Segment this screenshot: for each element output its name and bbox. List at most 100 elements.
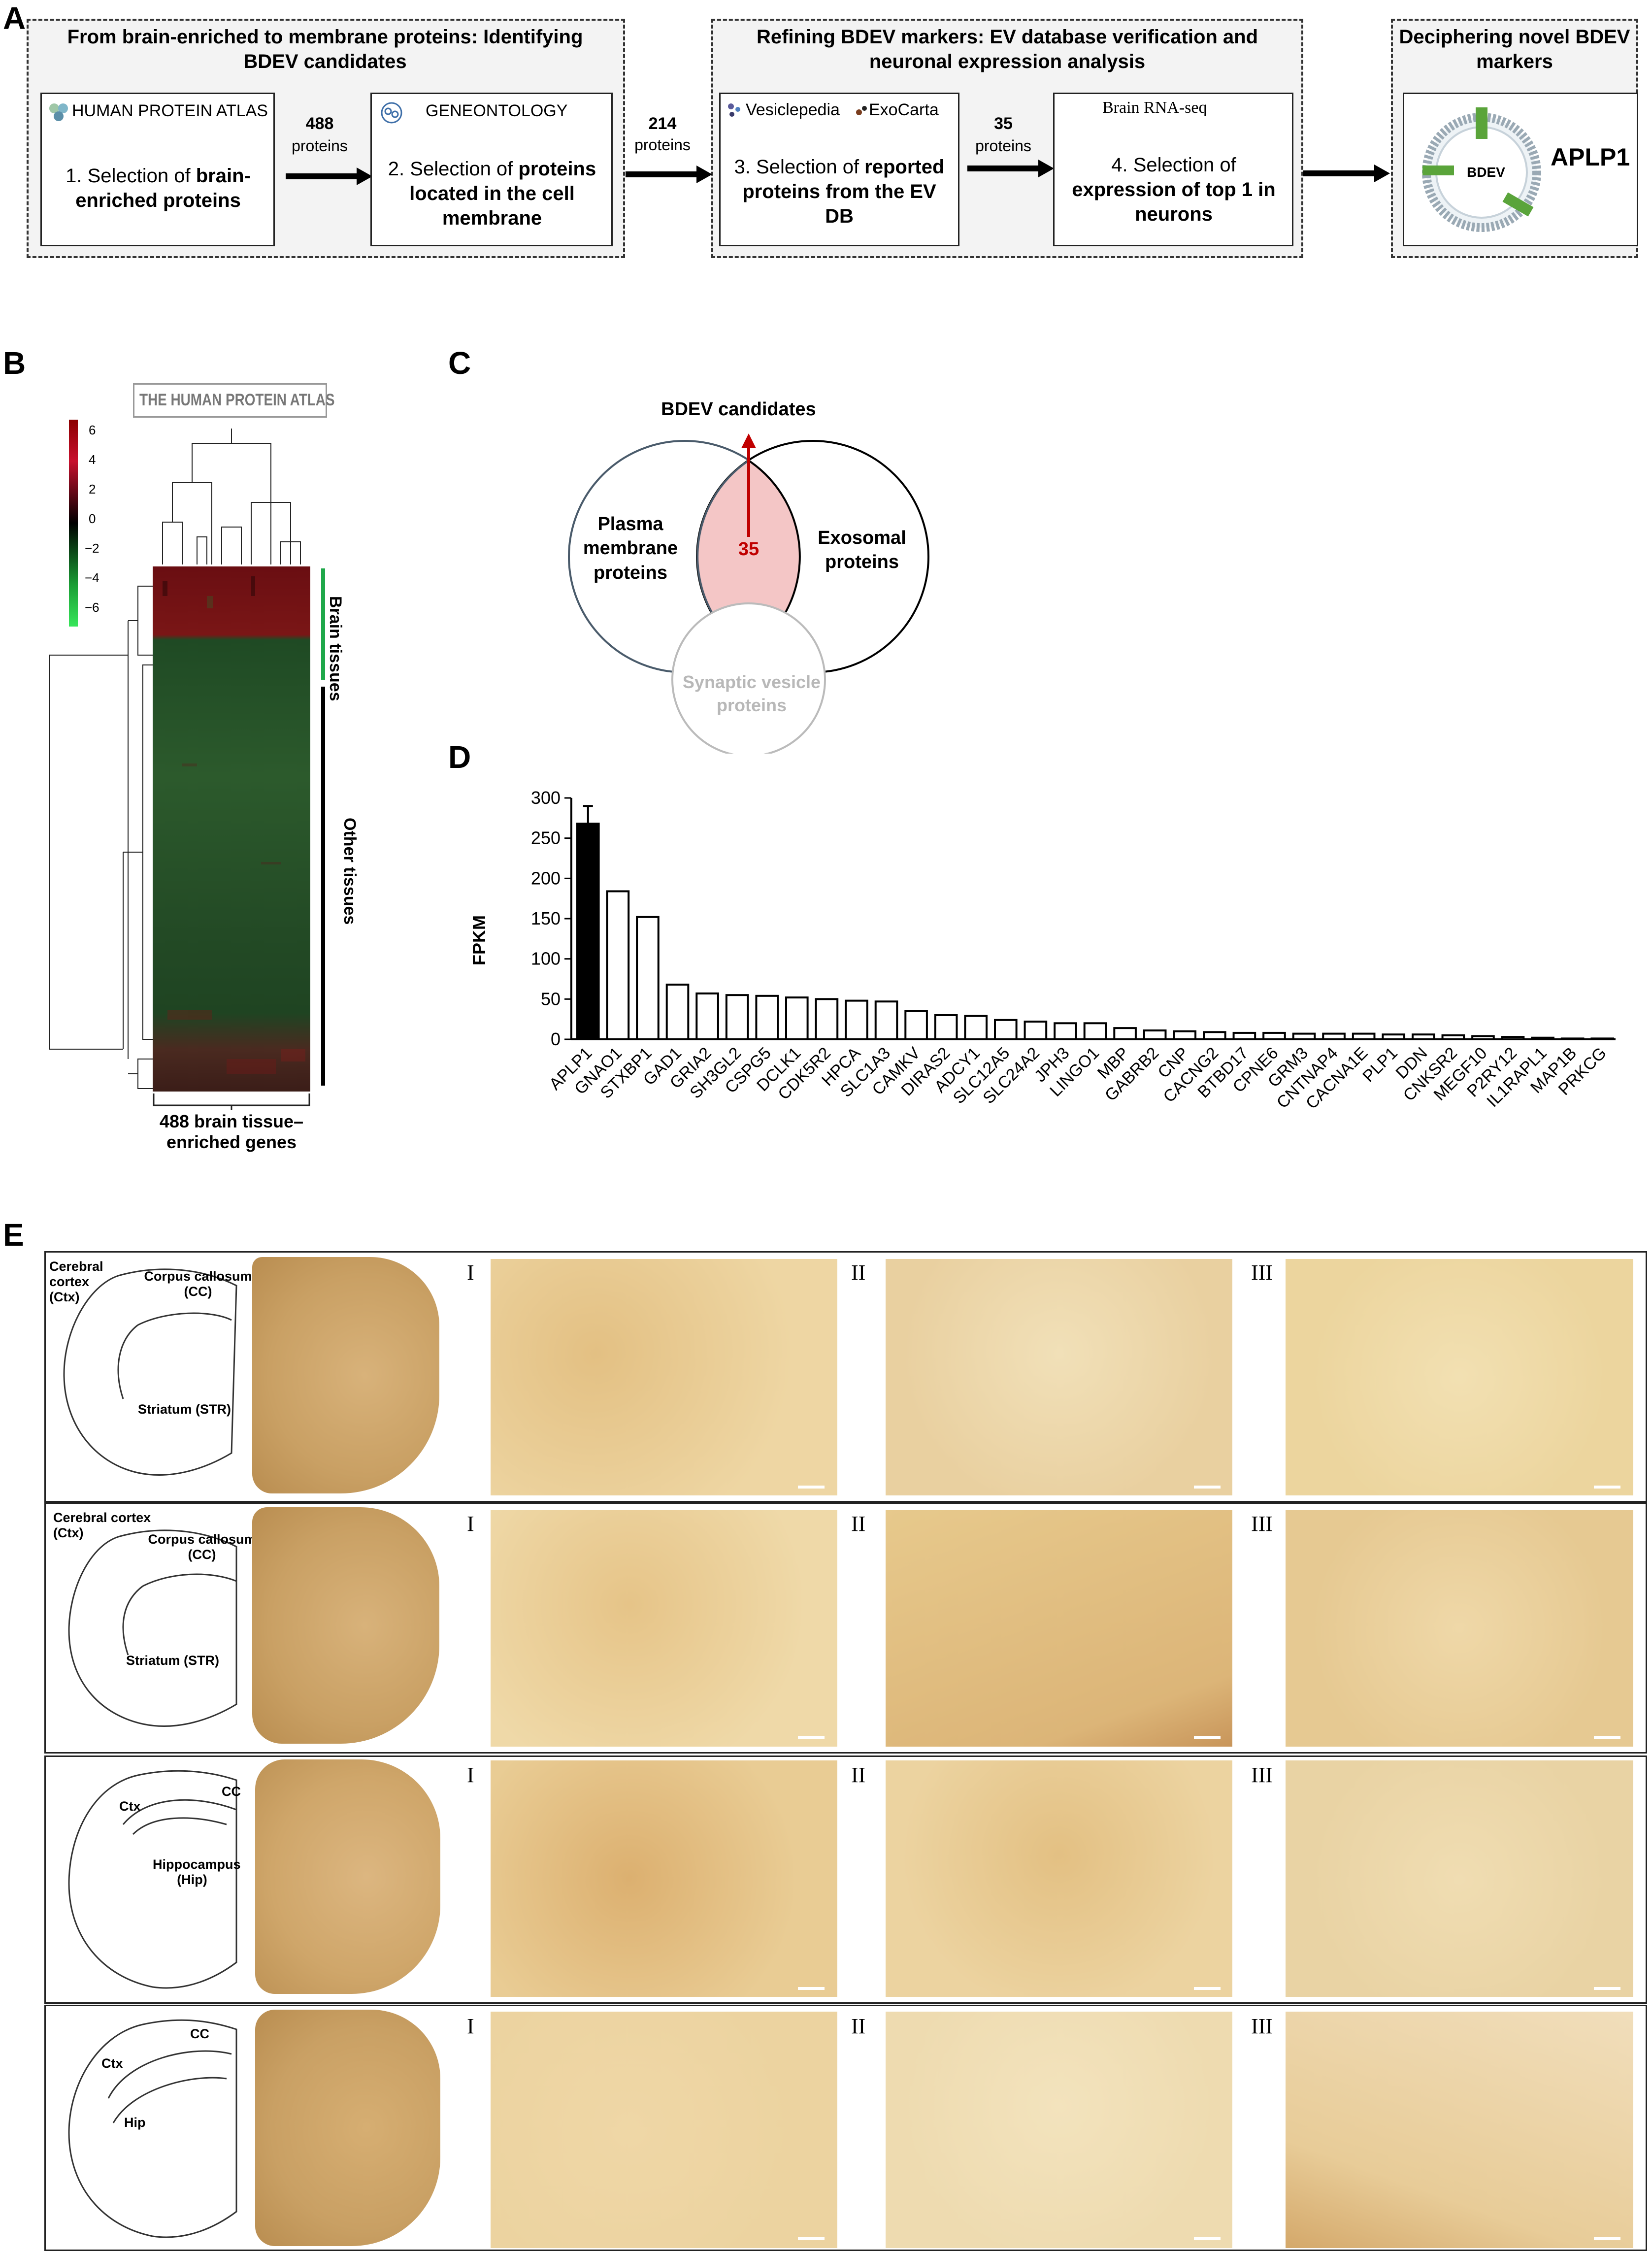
brain-section-4 [255, 2010, 440, 2246]
label-ctx-4: Ctx [101, 2056, 123, 2071]
step-4-box [1053, 93, 1293, 246]
panel-d-letter: D [448, 739, 471, 775]
bar [1143, 1029, 1167, 1040]
scale-bar [1594, 1486, 1620, 1489]
y-tick-label: 250 [531, 828, 561, 848]
label-cc-4: CC [190, 2026, 209, 2041]
y-tick-label: 0 [551, 1029, 561, 1049]
roi-label-2-II: II [851, 1512, 866, 1536]
label-str-1: Striatum (STR) [138, 1402, 231, 1417]
roi-label-3-I: I [467, 1763, 474, 1787]
ihc-micrograph-3-I [491, 1760, 837, 1997]
step-4-bold: expression of top 1 in neurons [1072, 179, 1276, 225]
scale-bar [1594, 1736, 1620, 1739]
label-cc-2: Corpus callosum (CC) [148, 1532, 256, 1562]
step-2-box [370, 93, 613, 246]
panel-a-letter: A [3, 0, 26, 36]
hpa-logo-text: THE HUMAN PROTEIN ATLAS [139, 391, 335, 409]
fpkm-bar-chart: 050100150200250300APLP1GNAO1STXBP1GAD1GR… [531, 788, 1616, 1113]
bar [665, 983, 690, 1040]
panel-e-letter: E [3, 1217, 24, 1253]
panel-a-group-1-title: From brain-enriched to membrane proteins… [67, 26, 583, 72]
y-axis-label: FPKM [469, 915, 489, 965]
heatmap-colorbar [69, 420, 78, 627]
colorbar-ticks: 6 4 2 0 −2 −4 −6 [85, 423, 108, 629]
label-ctx-2: Cerebral cortex (Ctx) [53, 1510, 151, 1541]
brain-tissues-bar [321, 568, 325, 680]
roi-label-2-I: I [467, 1512, 474, 1536]
ihc-micrograph-1-I [491, 1259, 837, 1495]
label-ctx-1: Cerebral cortex (Ctx) [49, 1259, 103, 1305]
step-4-text: 4. Selection of expression of top 1 in n… [1059, 153, 1289, 227]
scale-bar [1594, 2237, 1620, 2240]
panel-a-group-2-title: Refining BDEV markers: EV database verif… [756, 26, 1258, 72]
colorbar-tick: 6 [89, 423, 96, 437]
vesiclepedia-icon [726, 101, 744, 119]
bar [1173, 1030, 1197, 1040]
colorbar-tick: −4 [85, 570, 99, 585]
scale-bar [1194, 1987, 1221, 1990]
y-tick-label: 300 [531, 788, 561, 808]
scale-bar [1194, 2237, 1221, 2240]
db-vesiclepedia-label: Vesiclepedia [746, 100, 840, 119]
step-2-bold: proteins located in the cell membrane [409, 158, 596, 229]
bar [815, 998, 839, 1041]
x-tick-label: PLP1 [1359, 1044, 1401, 1086]
bar [1054, 1022, 1077, 1041]
brain-section-2 [252, 1507, 439, 1744]
step-1-pre: 1. Selection of [66, 165, 196, 187]
hpa-logo-icon [47, 102, 71, 122]
ihc-micrograph-4-II [886, 2012, 1232, 2248]
arrow-2 [626, 166, 712, 183]
roi-label-1-II: II [851, 1260, 866, 1285]
bar [904, 1010, 928, 1041]
bar [845, 999, 868, 1041]
y-tick-label: 150 [531, 908, 561, 928]
label-cc-1: Corpus callosum (CC) [144, 1269, 252, 1299]
roi-label-1-I: I [467, 1260, 474, 1285]
heatmap-texture [163, 576, 305, 1074]
db-go-label: GENEONTOLOGY [426, 101, 568, 120]
ihc-micrograph-1-III [1286, 1259, 1633, 1495]
exocarta-icon [854, 103, 869, 118]
bar [1590, 1037, 1615, 1040]
step-3-pre: 3. Selection of [734, 156, 865, 178]
bar [1203, 1031, 1226, 1040]
colorbar-tick: −6 [85, 600, 99, 615]
arrow-1-sub: proteins [292, 137, 348, 155]
bar [934, 1014, 958, 1040]
arrow-1-num: 488 [305, 114, 334, 133]
step-1-bold: brain-enriched proteins [75, 165, 251, 211]
venn-set-3: Synaptic vesicle proteins [682, 672, 821, 715]
label-cc-3: CC [222, 1784, 241, 1799]
bar [1382, 1033, 1406, 1041]
roi-label-3-III: III [1251, 1763, 1273, 1787]
bar [785, 996, 809, 1041]
panel-b-letter: B [3, 345, 26, 381]
bar [1501, 1036, 1525, 1040]
step-1-text: 1. Selection of brain-enriched proteins [47, 164, 269, 213]
go-logo-icon [380, 101, 403, 124]
scale-bar [798, 1987, 825, 1990]
bar [576, 823, 600, 1041]
other-tissues-bar [321, 687, 325, 1086]
db-brainrna-label: Brain RNA-seq [1102, 99, 1207, 117]
arrow-1 [286, 167, 372, 185]
result-label: APLP1 [1551, 143, 1630, 171]
arrow-2-sub: proteins [634, 136, 691, 154]
bar [964, 1015, 988, 1040]
scale-bar [1194, 1736, 1221, 1739]
ihc-micrograph-2-II [886, 1510, 1232, 1747]
roi-label-1-III: III [1251, 1260, 1273, 1285]
bar [1412, 1033, 1435, 1041]
brain-schematic-1 [63, 1268, 237, 1476]
bar [1024, 1021, 1048, 1041]
step-3-text: 3. Selection of reported proteins from t… [726, 155, 953, 229]
roi-label-2-III: III [1251, 1512, 1273, 1536]
ihc-micrograph-4-I [491, 2012, 837, 2248]
bdev-vesicle-icon [1422, 107, 1541, 232]
scale-bar [798, 2237, 825, 2240]
colorbar-tick: 2 [89, 482, 96, 497]
bar [1352, 1032, 1376, 1041]
brain-schematic-4 [68, 2019, 237, 2238]
